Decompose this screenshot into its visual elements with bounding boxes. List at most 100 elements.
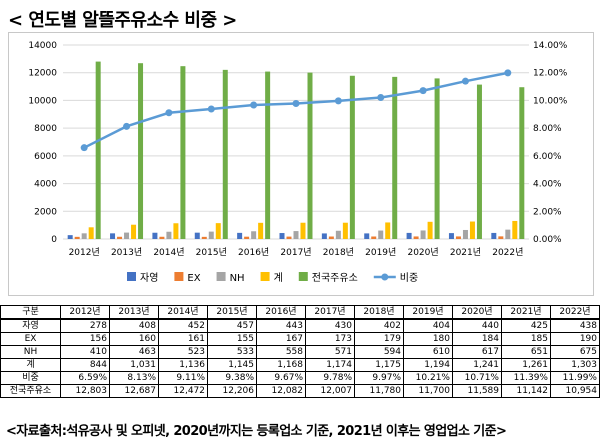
table-cell: 156 [60,332,110,346]
bar-자영 [448,233,454,239]
table-cell: 12,007 [305,384,355,398]
bar-자영 [491,232,497,239]
table-cell: 11,700 [403,384,453,398]
table-cell: 167 [256,332,306,346]
table-cell: 11,142 [501,384,551,398]
table-cell: 173 [305,332,355,346]
bar-NH [378,230,384,239]
line-point [207,105,215,113]
bar-계 [258,222,264,239]
table-header-year: 2022년 [550,305,600,320]
table-header-year: 2012년 [60,305,110,320]
table-cell: 160 [109,332,159,346]
bar-계 [385,222,391,239]
table-cell: 11,589 [452,384,502,398]
table-cell: 12,206 [207,384,257,398]
table-cell: 675 [550,345,600,359]
bar-자영 [406,232,412,239]
bar-NH [166,231,172,239]
table-cell: 12,082 [256,384,306,398]
legend-label: 자영 [140,272,158,284]
table-row-label: 계 [0,358,61,372]
x-tick-label: 2020년 [407,247,438,258]
line-point [165,109,173,117]
bar-NH [462,229,468,239]
table-cell: 278 [60,318,110,333]
y-right-tick-label: 10.00% [533,96,568,106]
table-row: 전국주유소 12,803 12,687 12,472 12,206 12,082 12,00… [0,384,600,398]
legend-swatch-NH [216,272,226,281]
y-right-tick-label: 12.00% [533,69,568,79]
y-right-tick-label: 8.00% [533,124,562,134]
bar-NH [505,229,511,239]
table-cell: 12,803 [60,384,110,398]
table-cell: 430 [305,318,355,333]
bar-계 [469,221,475,239]
line-point [334,97,342,105]
table-cell: 9.11% [158,371,208,385]
bar-계 [131,224,137,239]
line-point [504,69,512,77]
source-note: <자료출처:석유공사 및 오피넷, 2020년까지는 등록업소 기준, 2021… [6,424,507,439]
table-header-label: 구분 [0,305,61,320]
table-cell: 410 [60,345,110,359]
table-row: NH 410 463 523 533 558 571 594 610 617 651 675 [0,345,600,359]
legend-swatch-전국주유소 [298,272,308,281]
table-cell: 610 [403,345,453,359]
bar-NH [420,230,426,239]
legend-swatch-EX [174,272,184,281]
x-tick-label: 2012년 [69,247,100,258]
x-tick-label: 2018년 [323,247,354,258]
table-cell: 1,031 [109,358,159,372]
y-left-tick-label: 4000 [34,180,57,190]
bar-EX [201,236,207,239]
table-cell: 9.97% [354,371,404,385]
line-point [377,94,385,102]
table-row-label: EX [0,332,61,346]
bar-전국주유소 [392,76,398,239]
y-right-tick-label: 14.00% [533,41,568,51]
table-cell: 184 [452,332,502,346]
x-tick-label: 2013년 [111,247,142,258]
bar-전국주유소 [95,61,101,239]
table-cell: 1,145 [207,358,257,372]
table-cell: 438 [550,318,600,333]
table-cell: 452 [158,318,208,333]
table-header-year: 2016년 [256,305,306,320]
table-header-year: 2017년 [305,305,355,320]
bar-EX [498,236,504,239]
bar-전국주유소 [265,71,271,239]
legend-label: NH [230,273,245,284]
table-header-year: 2021년 [501,305,551,320]
y-right-tick-label: 2.00% [533,207,562,217]
bar-EX [74,236,80,239]
table-cell: 11,780 [354,384,404,398]
bar-계 [427,221,433,239]
table-header-year: 2020년 [452,305,502,320]
table-cell: 440 [452,318,502,333]
table-row-label: NH [0,345,61,359]
table-cell: 463 [109,345,159,359]
table-cell: 161 [158,332,208,346]
bar-자영 [364,233,370,239]
table-cell: 457 [207,318,257,333]
table-cell: 10.21% [403,371,453,385]
table-row-label: 비중 [0,371,61,385]
table-cell: 571 [305,345,355,359]
bar-계 [300,222,306,239]
bar-자영 [321,233,327,239]
table-cell: 180 [403,332,453,346]
bar-자영 [67,235,73,239]
table-cell: 1,303 [550,358,600,372]
table-cell: 8.13% [109,371,159,385]
table-cell: 402 [354,318,404,333]
bar-전국주유소 [307,72,313,240]
bar-NH [335,230,341,239]
chart-frame: 0 2000 4000 6000 8000 10000 12000 14000 0.00% 2.0… [8,32,594,296]
table-cell: 533 [207,345,257,359]
bar-EX [413,236,419,239]
table-cell: 594 [354,345,404,359]
table-row: 자영 278 408 452 457 443 430 402 404 440 425 438 [0,318,600,333]
y-right-tick-label: 4.00% [533,180,562,190]
table-header-year: 2013년 [109,305,159,320]
